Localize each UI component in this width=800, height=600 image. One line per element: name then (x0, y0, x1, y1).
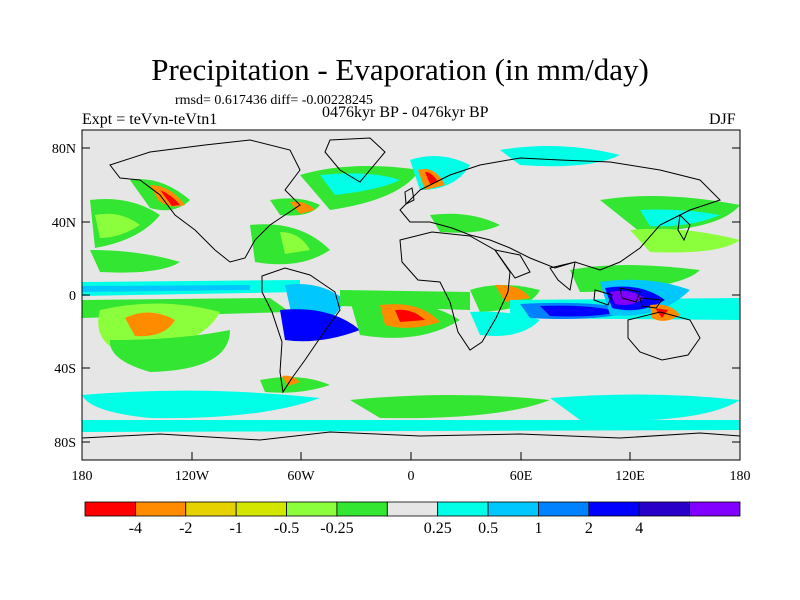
field-patch (82, 285, 250, 292)
colorbar-box (487, 501, 539, 517)
field-patch (290, 201, 315, 214)
lat-tick-label: 40N (52, 216, 76, 231)
coast-north-america (109, 139, 301, 263)
coast-antarctica (82, 431, 740, 441)
colorbar-box (235, 501, 287, 517)
colorbar-box (588, 501, 640, 517)
field-patch (425, 172, 438, 184)
colorbar-box (437, 501, 489, 517)
lon-tick-label: 180 (730, 469, 751, 484)
season-label: DJF (709, 111, 736, 128)
coast-arabia-india (493, 249, 576, 291)
lat-tick-label: 80S (54, 436, 76, 451)
period-label: 0476kyr BP - 0476kyr BP (322, 104, 489, 121)
colorbar-label: -0.5 (274, 520, 299, 537)
map-plot-area (81, 129, 741, 461)
field-patch (320, 173, 400, 195)
stats-line: rmsd= 0.617436 diff= -0.00228245 (175, 93, 373, 108)
colorbar-box (185, 501, 237, 517)
coast-islands (404, 187, 691, 242)
coast-eurasia (399, 157, 721, 271)
experiment-label: Expt = teVvn-teVtn1 (82, 111, 218, 128)
field-patch (125, 312, 175, 337)
field-patch (90, 250, 180, 273)
lat-tick-label: 80N (52, 142, 76, 157)
coast-australia (627, 311, 701, 361)
field-patch (109, 330, 230, 372)
lon-tick-label: 0 (408, 469, 415, 484)
lon-tick-label: 180 (72, 469, 93, 484)
colorbar-box (638, 501, 691, 517)
colorbar-label: 1 (534, 520, 542, 537)
coast-greenland (324, 137, 386, 183)
colorbar-label: -2 (179, 520, 192, 537)
lon-tick-labels: 180 120W 60W 0 60E 120E 180 (72, 469, 751, 484)
colorbar-box (134, 501, 187, 517)
field-patch (550, 394, 740, 421)
field-patch (95, 213, 140, 238)
lon-tick-label: 120E (615, 469, 645, 484)
field-patch (282, 375, 300, 386)
lat-tick-label: 0 (69, 289, 76, 304)
colorbar-label: 0.5 (478, 520, 498, 537)
colorbar-label: 0.25 (424, 520, 452, 537)
coast-south-america (261, 267, 341, 394)
colorbar-label: 2 (585, 520, 593, 537)
field-patch (280, 309, 360, 342)
colorbar-box (538, 501, 590, 517)
colorbar-label: 4 (635, 520, 643, 537)
field-patch (630, 228, 740, 253)
field-patch (430, 213, 500, 233)
colorbar (84, 501, 741, 517)
colorbar-label: -1 (229, 520, 242, 537)
field-patch (82, 390, 320, 419)
lat-tick-label: 40S (54, 362, 76, 377)
colorbar-box (386, 501, 439, 517)
field-patch (280, 232, 310, 254)
lon-tick-label: 60E (510, 469, 533, 484)
colorbar-box (84, 501, 136, 517)
colorbar-box (689, 501, 741, 517)
field-patch (495, 284, 530, 302)
field-patch (260, 376, 330, 393)
colorbar-box (286, 501, 338, 517)
field-patch (655, 308, 668, 318)
field-patch (350, 395, 550, 419)
colorbar-box (336, 501, 388, 517)
lon-tick-label: 60W (287, 469, 315, 484)
lat-tick-labels: 80N 40N 0 40S 80S (52, 142, 76, 451)
coastlines (82, 137, 740, 441)
colorbar-labels: -4 -2 -1 -0.5 -0.25 0.25 0.5 1 2 4 (129, 520, 644, 537)
coast-africa (399, 231, 511, 351)
precip-field (82, 146, 740, 432)
field-patch (82, 420, 740, 432)
chart-title: Precipitation - Evaporation (in mm/day) (151, 52, 649, 87)
field-patch (160, 190, 180, 206)
colorbar-label: -4 (129, 520, 142, 537)
axis-ticks (81, 147, 741, 460)
lon-tick-label: 120W (175, 469, 210, 484)
coast-indonesia (593, 287, 663, 309)
colorbar-label: -0.25 (320, 520, 353, 537)
field-patch (540, 305, 620, 317)
field-patch (395, 309, 425, 322)
